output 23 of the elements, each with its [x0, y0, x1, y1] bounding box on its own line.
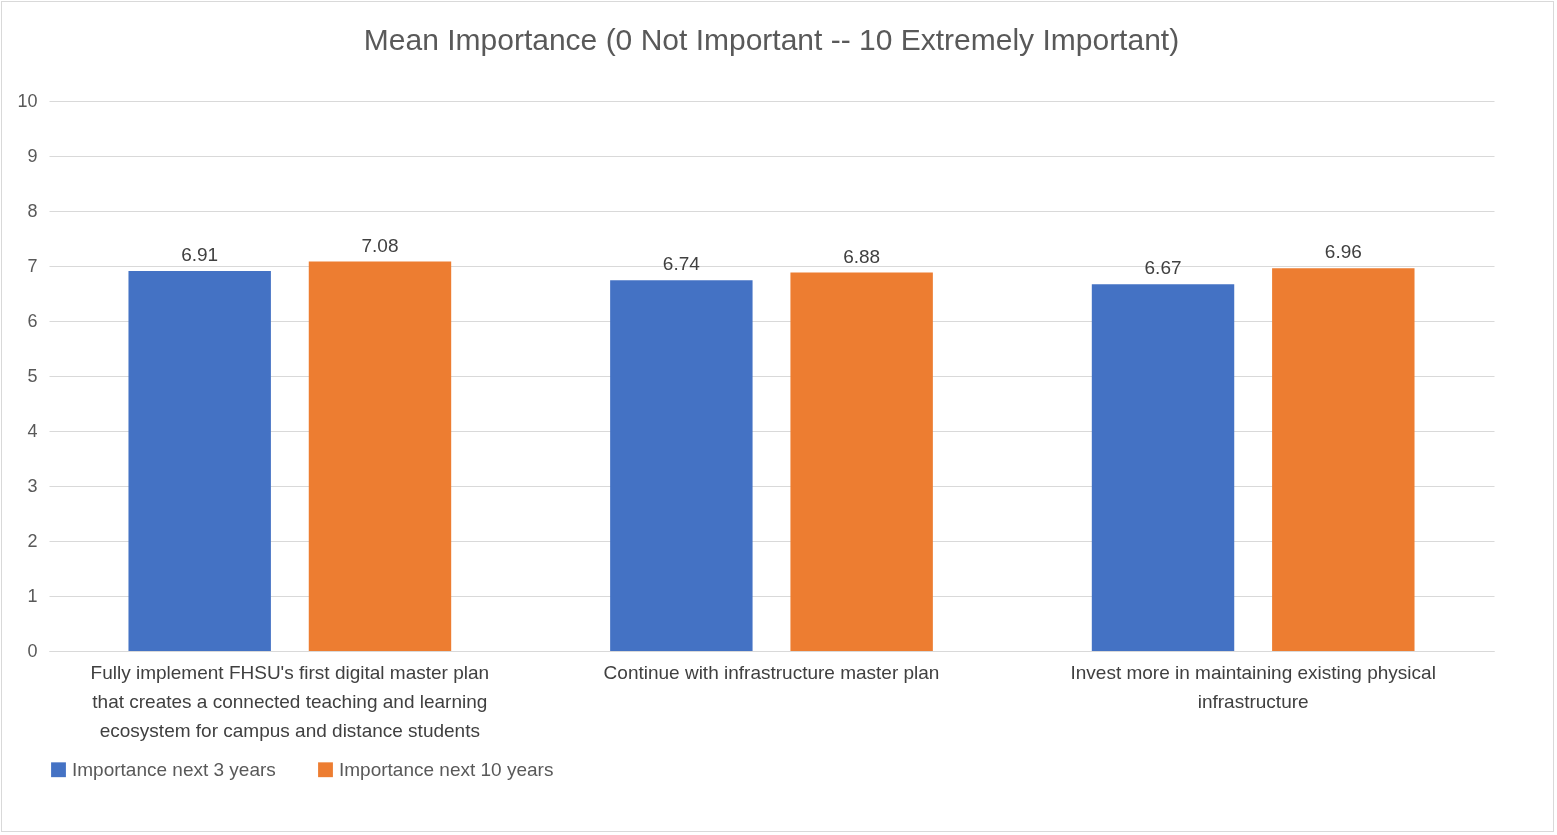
x-tick-label: Continue with infrastructure master plan — [603, 661, 940, 683]
x-tick-label: Fully implement FHSU's first digital master plan that creates a connected teaching and learning ecosystem for campus and distance students — [90, 661, 490, 741]
y-tick-label: 7 — [27, 255, 38, 276]
data-label: 6.67 — [1144, 257, 1182, 279]
y-tick-label: 5 — [27, 365, 38, 386]
y-tick-label: 1 — [27, 585, 38, 606]
data-label: 6.74 — [662, 253, 701, 275]
y-tick-label: 9 — [27, 145, 38, 166]
data-label: 7.08 — [361, 234, 399, 256]
y-tick-label: 0 — [27, 640, 38, 661]
y-tick-label: 4 — [27, 420, 38, 441]
y-tick-label: 6 — [27, 310, 38, 331]
legend-label: Importance next 3 years — [72, 758, 276, 780]
data-label: 6.88 — [843, 245, 881, 267]
data-label: 6.96 — [1324, 241, 1362, 263]
y-tick-label: 2 — [27, 530, 38, 551]
chart-title: Mean Importance (0 Not Important -- 10 Extremely Important) — [363, 23, 1180, 56]
data-label: 6.91 — [181, 243, 219, 265]
y-tick-label: 8 — [27, 200, 38, 221]
x-tick-label: Invest more in maintaining existing physical infrastructure — [1070, 661, 1436, 712]
y-tick-label: 10 — [17, 90, 38, 111]
legend-label: Importance next 10 years — [339, 758, 554, 780]
y-tick-label: 3 — [27, 475, 38, 496]
